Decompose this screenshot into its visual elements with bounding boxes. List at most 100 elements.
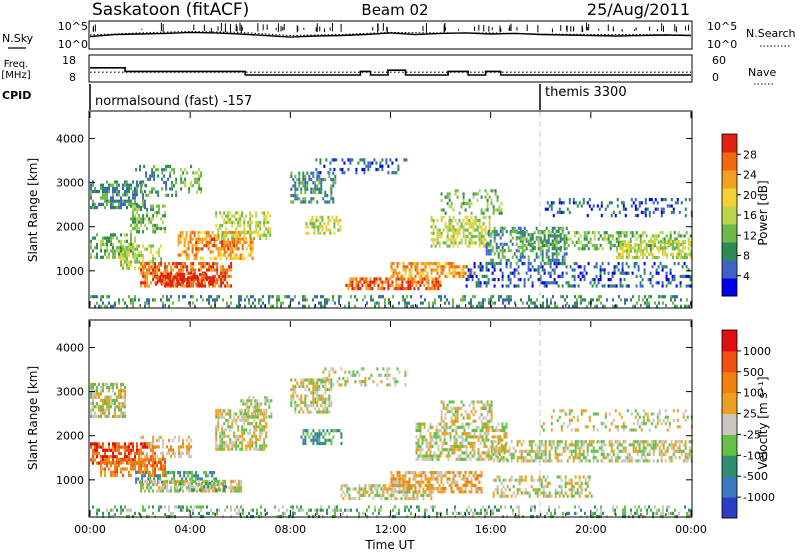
velocity-cell — [198, 483, 201, 487]
velocity-cell — [215, 477, 218, 481]
power-cell — [619, 231, 622, 235]
power-cell — [300, 181, 303, 185]
power-cell — [599, 274, 602, 278]
power-cell — [485, 265, 488, 269]
velocity-cell — [178, 445, 181, 449]
power-cell — [603, 284, 606, 288]
velocity-cell — [100, 398, 102, 402]
power-cell — [625, 262, 628, 266]
velocity-cell — [179, 474, 182, 478]
power-cell — [221, 244, 224, 248]
velocity-cell — [112, 451, 114, 456]
nsky-line — [89, 31, 692, 38]
velocity-cell — [138, 467, 140, 471]
power-cell — [454, 265, 457, 269]
velocity-cell — [92, 408, 94, 412]
power-cell — [106, 295, 108, 299]
power-cell — [503, 255, 506, 259]
power-cell — [334, 174, 337, 178]
velocity-cell — [264, 396, 267, 400]
power-cell — [144, 262, 147, 266]
power-cell — [142, 214, 145, 218]
power-cell — [431, 280, 434, 284]
power-cell — [126, 199, 128, 203]
velocity-cell — [322, 376, 325, 381]
velocity-cell — [237, 415, 240, 419]
power-cell — [529, 268, 532, 272]
velocity-cell — [318, 397, 321, 401]
power-cell — [379, 161, 382, 165]
power-cell — [541, 258, 544, 262]
power-cell — [226, 274, 229, 278]
power-cell — [480, 301, 482, 305]
power-cell — [404, 271, 407, 275]
power-cell — [465, 284, 468, 288]
power-cell — [308, 178, 311, 182]
power-cell — [98, 304, 100, 308]
velocity-cell — [202, 479, 205, 483]
velocity-cell — [312, 404, 315, 408]
power-cell — [148, 220, 151, 224]
power-cell — [157, 193, 160, 197]
velocity-cell — [261, 431, 264, 435]
power-cell — [239, 253, 242, 257]
power-cell — [210, 295, 212, 299]
power-cell — [488, 218, 491, 223]
power-cell — [430, 218, 433, 223]
power-cell — [142, 244, 145, 248]
velocity-cell — [92, 451, 94, 456]
power-cell — [491, 229, 494, 234]
power-cell — [341, 171, 344, 175]
power-cell — [477, 278, 480, 282]
nave-tick-bottom: 0 — [712, 71, 719, 84]
power-cell — [583, 274, 586, 278]
power-cell — [493, 236, 496, 240]
power-cell — [211, 250, 214, 254]
power-cell — [639, 246, 642, 250]
power-cell — [466, 202, 469, 206]
velocity-cell — [136, 461, 138, 465]
velocity-cell — [408, 480, 411, 484]
velocity-cell — [98, 382, 100, 386]
power-cell — [227, 237, 230, 241]
power-cell — [626, 298, 628, 302]
power-cell — [220, 281, 223, 285]
power-cell — [370, 298, 372, 302]
power-cell — [462, 192, 465, 196]
velocity-cell — [332, 383, 335, 387]
velocity-cell — [182, 442, 185, 446]
power-cell — [619, 240, 622, 244]
power-cell — [493, 233, 496, 237]
power-cell — [265, 220, 268, 225]
power-cell — [116, 186, 118, 190]
power-cell — [198, 268, 201, 272]
power-cell — [688, 304, 690, 308]
power-cell — [573, 284, 576, 288]
power-cell — [215, 211, 218, 215]
power-cell — [198, 284, 201, 288]
power-cell — [167, 273, 170, 277]
power-cell — [482, 244, 485, 248]
power-cell — [585, 231, 588, 235]
velocity-cell — [152, 483, 155, 487]
power-cell — [558, 198, 561, 202]
power-cell — [128, 190, 130, 194]
power-cell — [474, 218, 477, 223]
velocity-cell — [240, 486, 243, 490]
power-cell — [108, 239, 110, 243]
velocity-cell — [237, 438, 240, 442]
power-cell — [177, 237, 180, 241]
power-cell — [152, 265, 155, 269]
velocity-cell — [223, 485, 226, 489]
power-cell — [685, 231, 688, 235]
power-cell — [666, 204, 669, 208]
power-cell — [434, 268, 437, 272]
power-cell — [229, 240, 232, 245]
power-cell — [233, 220, 236, 225]
power-cell — [389, 277, 392, 281]
velocity-cell — [396, 484, 399, 488]
power-cell — [190, 262, 193, 266]
power-cell — [460, 238, 463, 242]
power-cell — [637, 234, 640, 238]
velocity-cell — [376, 493, 379, 497]
